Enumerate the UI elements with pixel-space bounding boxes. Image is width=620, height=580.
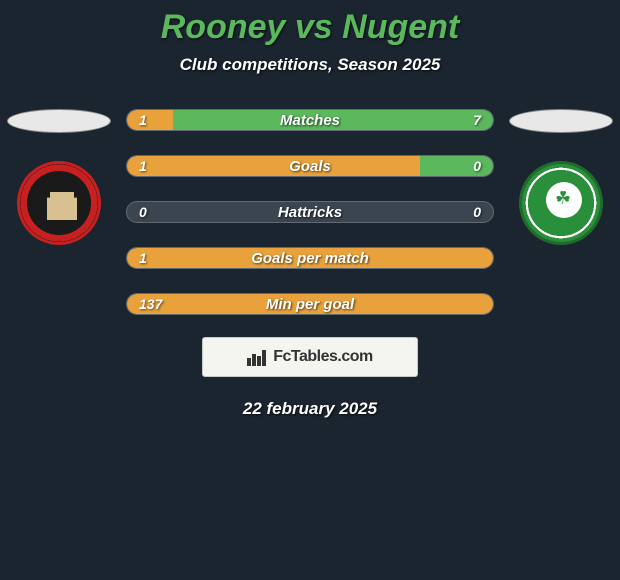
stat-label: Hattricks — [127, 202, 493, 222]
stat-bar-goals: 1 Goals 0 — [126, 155, 494, 177]
right-player-avatar — [509, 109, 613, 133]
stat-bar-min-per-goal: 137 Min per goal — [126, 293, 494, 315]
stat-value-right: 7 — [473, 110, 481, 130]
right-team-crest — [519, 161, 603, 245]
stat-label: Goals — [127, 156, 493, 176]
main-row: 1 Matches 7 1 Goals 0 0 Hattricks 0 1 Go… — [0, 109, 620, 315]
bar-chart-icon — [247, 348, 267, 366]
brand-badge[interactable]: FcTables.com — [202, 337, 418, 377]
stat-bar-goals-per-match: 1 Goals per match — [126, 247, 494, 269]
stat-label: Min per goal — [127, 294, 493, 314]
page-subtitle: Club competitions, Season 2025 — [0, 55, 620, 75]
stats-column: 1 Matches 7 1 Goals 0 0 Hattricks 0 1 Go… — [126, 109, 494, 315]
stat-bar-matches: 1 Matches 7 — [126, 109, 494, 131]
stat-label: Goals per match — [127, 248, 493, 268]
left-player-column — [6, 109, 112, 245]
stat-value-right: 0 — [473, 156, 481, 176]
left-team-crest — [17, 161, 101, 245]
left-player-avatar — [7, 109, 111, 133]
stat-bar-hattricks: 0 Hattricks 0 — [126, 201, 494, 223]
right-player-column — [508, 109, 614, 245]
brand-text: FcTables.com — [273, 348, 373, 366]
comparison-card: Rooney vs Nugent Club competitions, Seas… — [0, 0, 620, 419]
page-title: Rooney vs Nugent — [0, 8, 620, 47]
stat-label: Matches — [127, 110, 493, 130]
date-text: 22 february 2025 — [0, 399, 620, 419]
stat-value-right: 0 — [473, 202, 481, 222]
